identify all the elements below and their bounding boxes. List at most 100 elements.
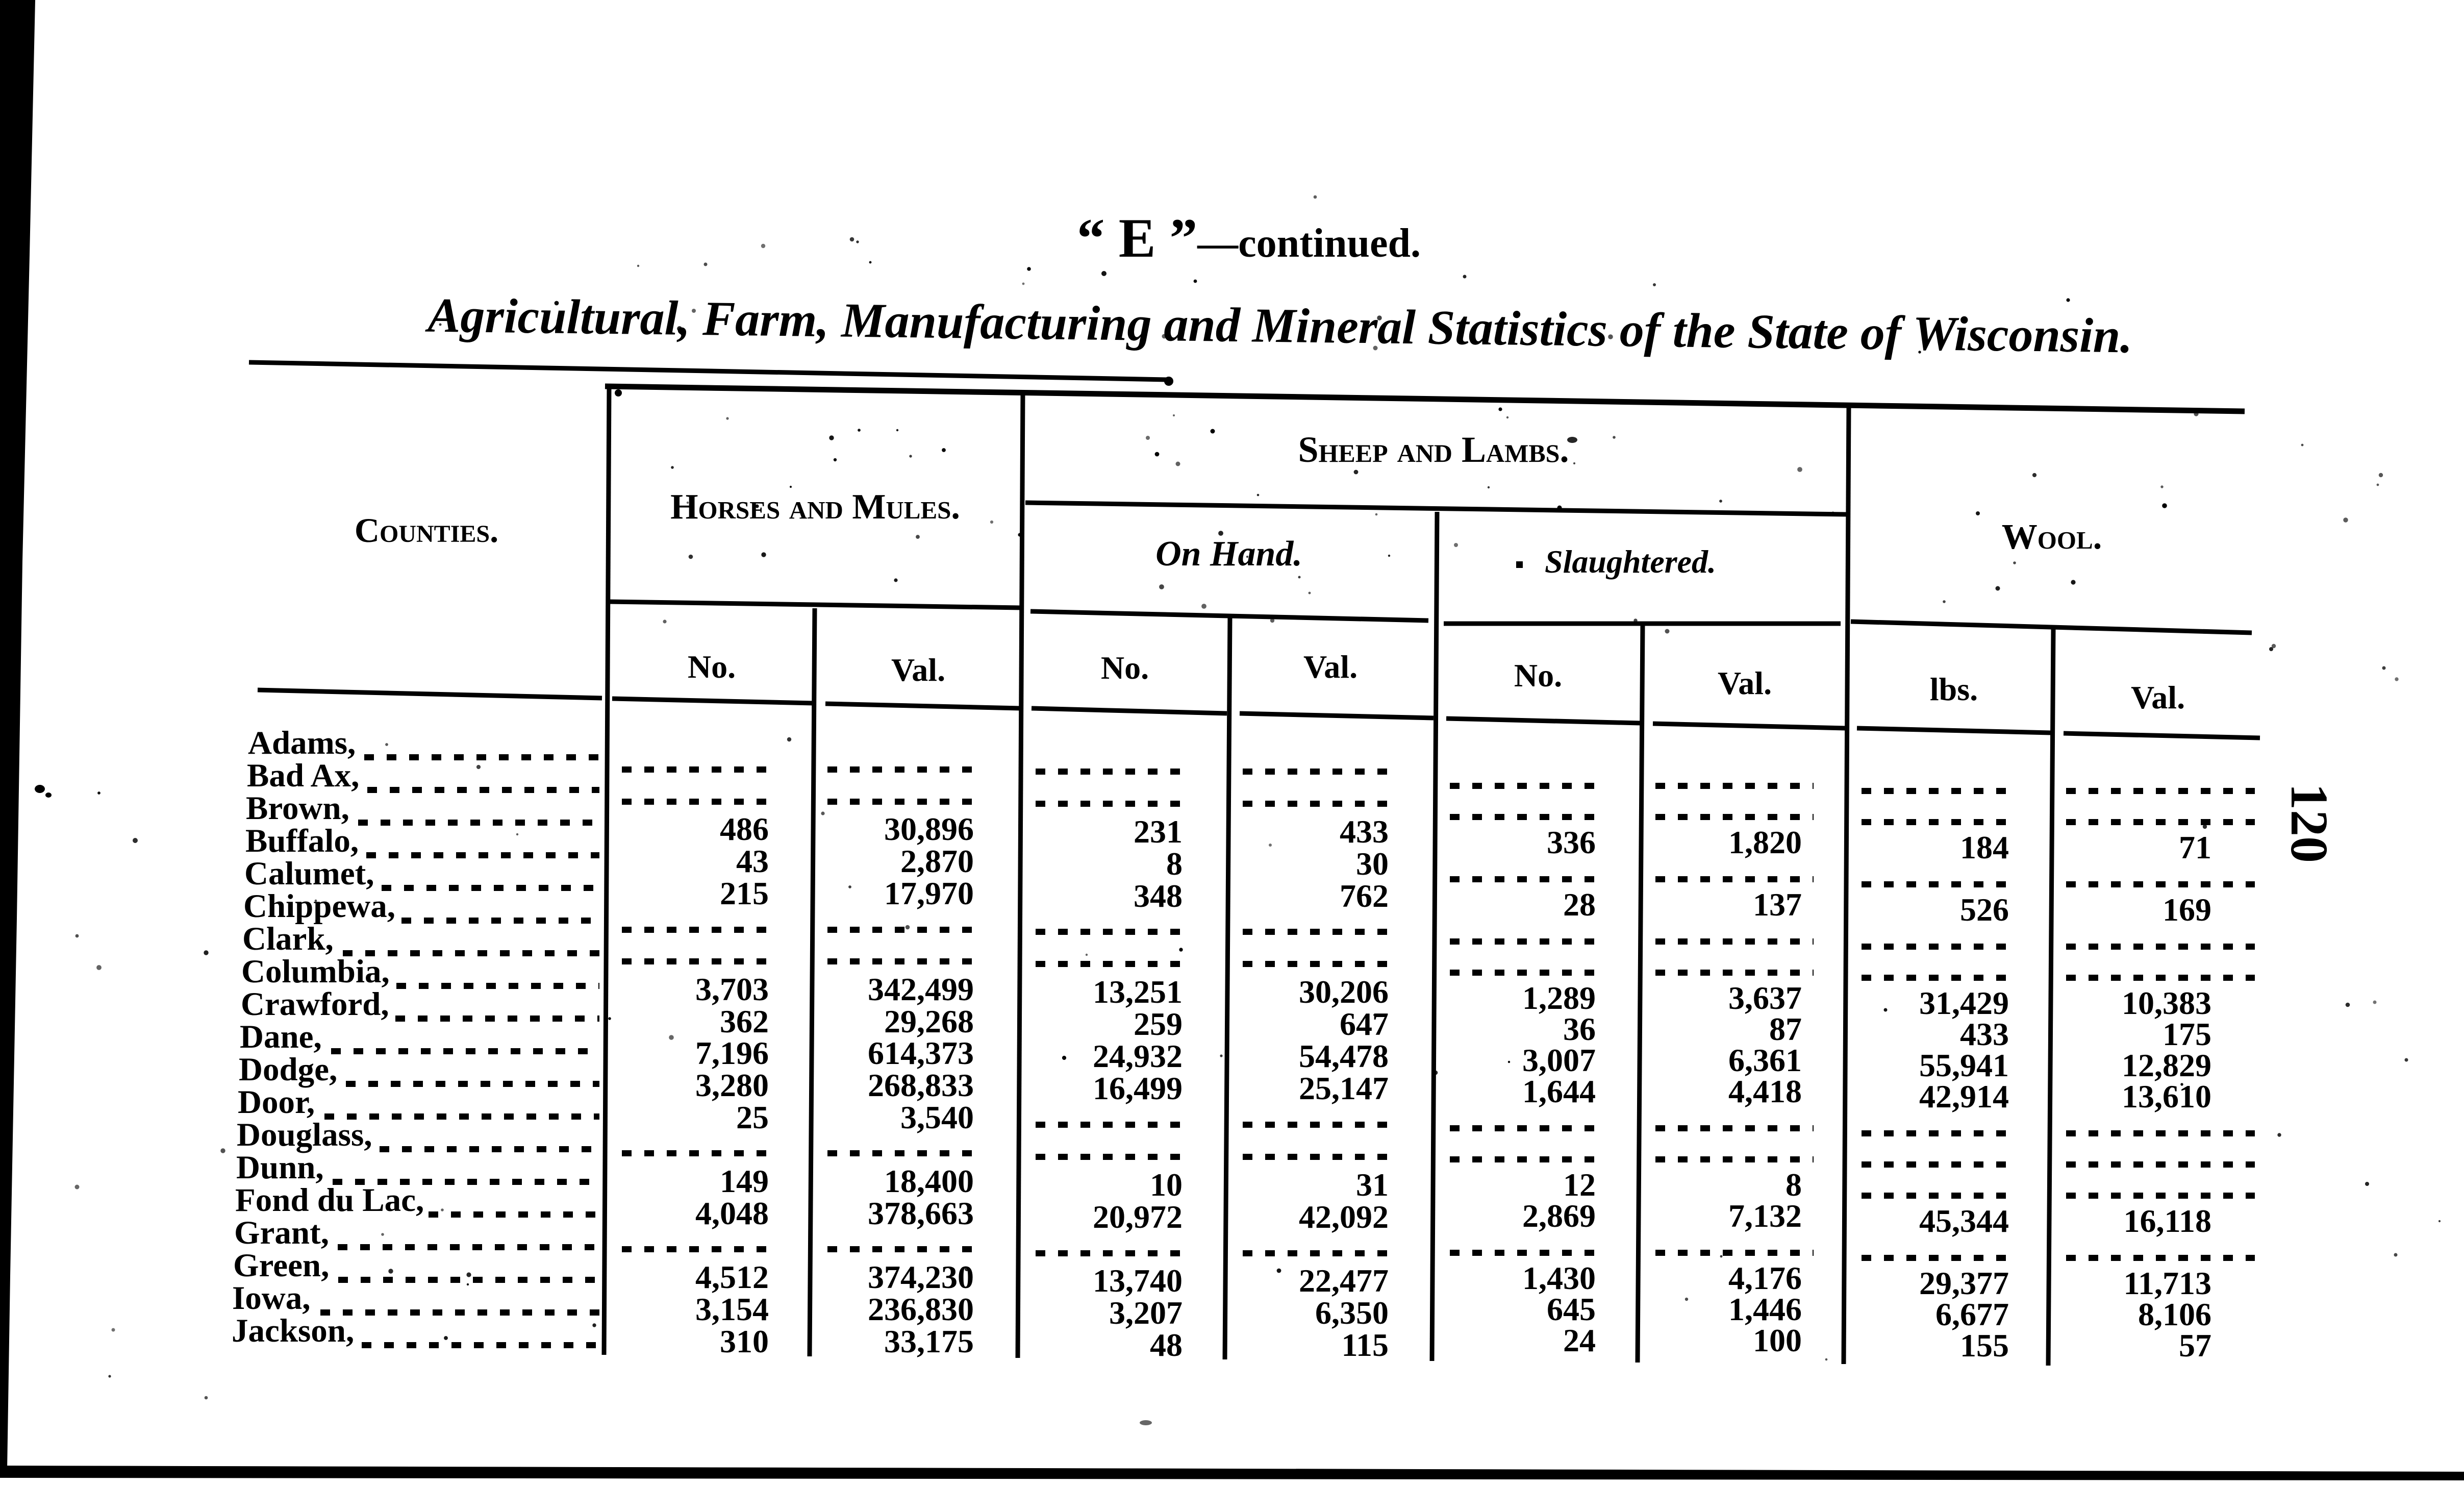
svg-text:645: 645 <box>1547 1291 1596 1327</box>
svg-text:31: 31 <box>1356 1167 1389 1203</box>
svg-text:3,637: 3,637 <box>1728 980 1802 1016</box>
svg-text:18,400: 18,400 <box>884 1163 974 1199</box>
svg-text:Sheep and Lambs.: Sheep and Lambs. <box>1298 429 1569 470</box>
svg-text:Buffalo,: Buffalo, <box>245 823 359 859</box>
svg-text:Adams,: Adams, <box>248 725 356 761</box>
svg-text:13,251: 13,251 <box>1093 974 1183 1010</box>
svg-text:433: 433 <box>1960 1016 2009 1052</box>
svg-text:175: 175 <box>2163 1016 2211 1052</box>
svg-text:42,092: 42,092 <box>1299 1199 1389 1235</box>
svg-text:No.: No. <box>1101 650 1149 686</box>
svg-text:Chippewa,: Chippewa, <box>243 888 395 925</box>
svg-text:7,196: 7,196 <box>695 1035 769 1071</box>
svg-text:374,230: 374,230 <box>868 1259 974 1295</box>
svg-text:24,932: 24,932 <box>1093 1038 1183 1074</box>
svg-text:762: 762 <box>1340 878 1389 914</box>
svg-text:348: 348 <box>1134 878 1183 914</box>
svg-text:43: 43 <box>736 843 769 879</box>
svg-text:2,870: 2,870 <box>900 843 974 879</box>
svg-text:16,118: 16,118 <box>2124 1203 2211 1239</box>
svg-text:55,941: 55,941 <box>1919 1047 2009 1083</box>
svg-text:Douglass,: Douglass, <box>237 1117 372 1153</box>
svg-text:4,418: 4,418 <box>1728 1073 1802 1109</box>
svg-text:336: 336 <box>1547 824 1596 860</box>
svg-text:31,429: 31,429 <box>1919 985 2009 1021</box>
svg-text:8,106: 8,106 <box>2138 1296 2211 1332</box>
svg-text:42,914: 42,914 <box>1919 1078 2009 1114</box>
svg-text:6,677: 6,677 <box>1935 1296 2009 1332</box>
svg-text:29,377: 29,377 <box>1919 1265 2009 1301</box>
svg-text:20,972: 20,972 <box>1093 1199 1183 1235</box>
svg-text:3,703: 3,703 <box>695 971 769 1007</box>
svg-text:Grant,: Grant, <box>234 1215 329 1251</box>
svg-text:486: 486 <box>720 811 769 847</box>
svg-text:378,663: 378,663 <box>868 1195 974 1231</box>
svg-text:215: 215 <box>720 875 769 911</box>
svg-text:Calumet,: Calumet, <box>244 855 374 892</box>
svg-text:13,610: 13,610 <box>2122 1078 2211 1114</box>
svg-text:Horses and Mules.: Horses and Mules. <box>670 487 960 527</box>
svg-text:115: 115 <box>1342 1327 1389 1363</box>
svg-text:Crawford,: Crawford, <box>241 986 389 1023</box>
svg-text:No.: No. <box>688 649 736 685</box>
svg-text:433: 433 <box>1340 813 1389 850</box>
svg-text:On Hand.: On Hand. <box>1155 534 1302 574</box>
svg-text:12,829: 12,829 <box>2122 1047 2211 1083</box>
svg-text:155: 155 <box>1960 1327 2009 1364</box>
svg-text:100: 100 <box>1753 1322 1802 1358</box>
svg-text:268,833: 268,833 <box>868 1067 974 1103</box>
svg-text:Fond du Lac,: Fond du Lac, <box>235 1182 424 1219</box>
svg-text:Columbia,: Columbia, <box>241 953 390 990</box>
svg-text:29,268: 29,268 <box>884 1003 974 1039</box>
svg-text:3,007: 3,007 <box>1522 1042 1596 1078</box>
svg-text:149: 149 <box>720 1163 769 1199</box>
svg-text:57: 57 <box>2179 1327 2211 1364</box>
svg-text:13,740: 13,740 <box>1093 1262 1183 1299</box>
svg-text:Dunn,: Dunn, <box>236 1149 324 1186</box>
svg-text:Clark,: Clark, <box>242 921 334 957</box>
svg-text:Bad Ax,: Bad Ax, <box>247 757 359 794</box>
svg-text:3,207: 3,207 <box>1109 1295 1183 1331</box>
svg-text:310: 310 <box>720 1323 769 1359</box>
svg-text:lbs.: lbs. <box>1930 671 1978 707</box>
svg-text:1,430: 1,430 <box>1522 1260 1596 1296</box>
svg-text:Brown,: Brown, <box>246 790 349 827</box>
svg-text:Dodge,: Dodge, <box>239 1051 337 1088</box>
svg-text:16,499: 16,499 <box>1093 1070 1183 1106</box>
svg-text:30,896: 30,896 <box>884 811 974 847</box>
svg-text:Val.: Val. <box>1303 649 1357 685</box>
svg-text:36: 36 <box>1563 1011 1596 1047</box>
svg-text:Slaughtered.: Slaughtered. <box>1545 543 1716 580</box>
svg-text:“ E ”—continued.: “ E ”—continued. <box>1077 207 1421 269</box>
svg-text:526: 526 <box>1960 891 2009 928</box>
svg-text:3,154: 3,154 <box>695 1291 769 1327</box>
svg-text:137: 137 <box>1753 886 1802 923</box>
svg-text:362: 362 <box>720 1003 769 1039</box>
svg-text:Counties.: Counties. <box>355 511 498 550</box>
svg-text:10,383: 10,383 <box>2122 985 2211 1021</box>
svg-text:8: 8 <box>1786 1167 1802 1203</box>
svg-text:236,830: 236,830 <box>868 1291 974 1327</box>
svg-text:3,540: 3,540 <box>900 1099 974 1135</box>
svg-text:Green,: Green, <box>233 1247 329 1284</box>
svg-text:71: 71 <box>2179 829 2211 865</box>
svg-text:Dane,: Dane, <box>240 1019 322 1055</box>
svg-text:7,132: 7,132 <box>1728 1198 1802 1234</box>
svg-text:30: 30 <box>1356 846 1389 882</box>
svg-text:10: 10 <box>1150 1167 1183 1203</box>
svg-text:Jackson,: Jackson, <box>232 1312 354 1349</box>
svg-text:12: 12 <box>1563 1167 1596 1203</box>
svg-text:22,477: 22,477 <box>1299 1262 1389 1299</box>
svg-text:45,344: 45,344 <box>1919 1203 2009 1239</box>
svg-text:231: 231 <box>1134 813 1183 850</box>
svg-text:614,373: 614,373 <box>868 1035 974 1071</box>
svg-text:17,970: 17,970 <box>884 875 974 911</box>
svg-text:Val.: Val. <box>1718 665 1772 701</box>
svg-text:Val.: Val. <box>2131 679 2185 715</box>
svg-text:30,206: 30,206 <box>1299 974 1389 1010</box>
svg-text:33,175: 33,175 <box>884 1323 974 1359</box>
svg-text:48: 48 <box>1150 1327 1183 1363</box>
svg-text:1,820: 1,820 <box>1728 824 1802 860</box>
svg-text:647: 647 <box>1340 1006 1389 1042</box>
svg-text:4,176: 4,176 <box>1728 1260 1802 1296</box>
